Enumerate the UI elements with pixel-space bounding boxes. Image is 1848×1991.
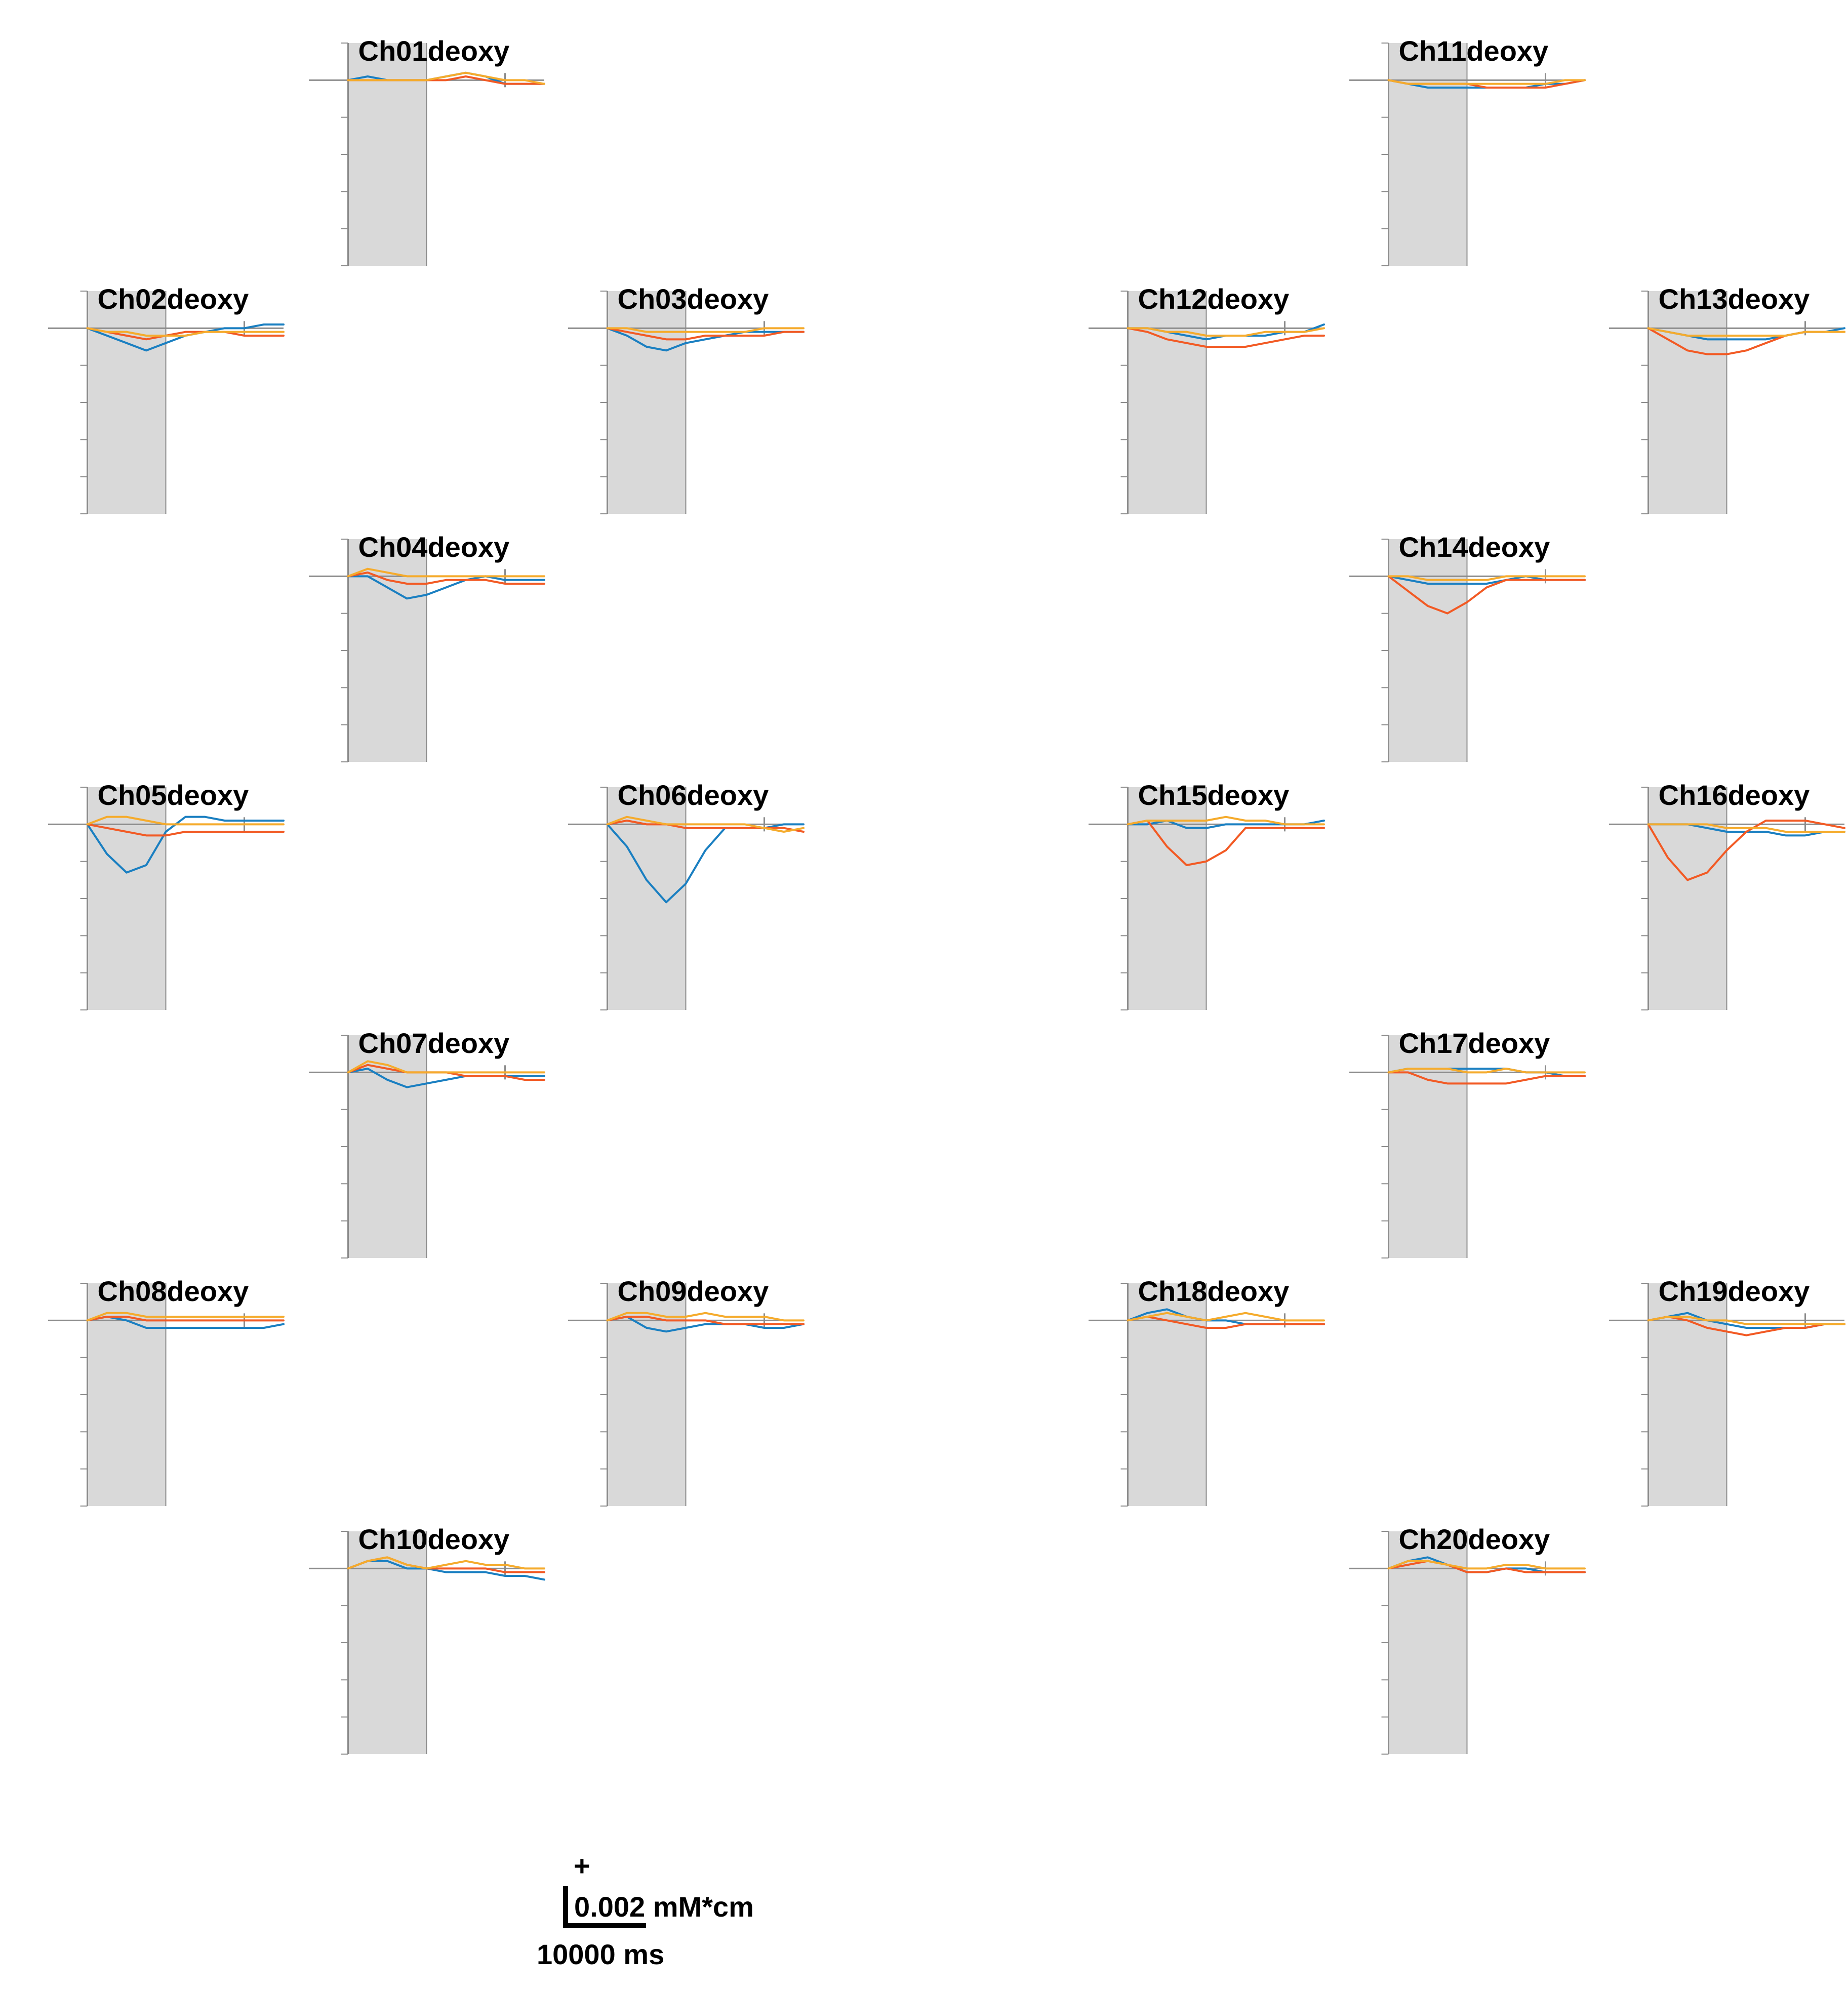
scale-bar-polarity-label: + [574,1850,590,1882]
series-line [606,823,805,904]
series-line [1647,1316,1845,1336]
channel-panel: Ch10deoxy [309,1523,545,1755]
series-line [606,327,805,341]
series-line [86,823,285,837]
series-line [86,1316,285,1322]
series-line [347,567,545,578]
series-line [606,820,805,833]
panel-title: Ch16deoxy [1659,779,1810,811]
panel-title: Ch18deoxy [1138,1275,1290,1307]
series-line [1127,820,1325,866]
series-line [606,1316,805,1325]
series-line [1127,327,1325,337]
series-line [1127,816,1325,826]
channel-panel: Ch17deoxy [1349,1027,1586,1258]
channel-panel: Ch07deoxy [309,1027,545,1258]
series-line [1387,1560,1586,1570]
series-line [347,572,545,585]
channel-panel: Ch11deoxy [1349,35,1586,266]
series-line [1127,1316,1325,1329]
series-line [347,71,545,85]
series-line [1387,575,1586,615]
series-line [606,1316,805,1333]
stimulus-window-shade [1388,539,1467,762]
channel-panel: Ch16deoxy [1609,779,1845,1010]
channel-panel: Ch02deoxy [48,283,285,514]
channel-panel: Ch04deoxy [309,531,545,762]
channel-panel: Ch03deoxy [568,283,805,514]
stimulus-window-shade [607,291,686,514]
panel-title: Ch02deoxy [98,283,249,315]
channel-panel: Ch15deoxy [1089,779,1325,1010]
series-line [347,1068,545,1088]
series-line [1647,820,1845,881]
series-line [1387,1068,1586,1074]
stimulus-window-shade [1388,43,1467,266]
channel-panel: Ch19deoxy [1609,1275,1845,1507]
series-line [606,327,805,352]
series-line [86,1316,285,1329]
stimulus-window-shade [1648,787,1727,1010]
panel-title: Ch15deoxy [1138,779,1290,811]
channel-panel: Ch14deoxy [1349,531,1586,762]
panel-title: Ch17deoxy [1399,1027,1550,1059]
channel-panel: Ch12deoxy [1089,283,1325,514]
series-line [347,1556,545,1570]
channel-panel: Ch06deoxy [568,779,805,1010]
channel-panel: Ch09deoxy [568,1275,805,1507]
scale-bar: + 0.002 mM*cm 10000 ms [537,1850,754,1970]
panel-title: Ch08deoxy [98,1275,249,1307]
panel-title: Ch03deoxy [618,283,769,315]
series-line [347,1060,545,1074]
series-line [1647,327,1845,337]
channel-panel: Ch01deoxy [309,35,545,266]
channel-panel: Ch18deoxy [1089,1275,1325,1507]
series-line [86,327,285,341]
panels-layer: Ch01deoxy Ch02deoxy Ch03deoxy Ch04deoxy Ch05… [48,35,1845,1755]
series-line [606,1312,805,1322]
channel-panel: Ch20deoxy [1349,1523,1586,1755]
series-line [86,327,285,337]
panel-title: Ch10deoxy [358,1523,510,1555]
series-line [86,816,285,874]
panel-title: Ch01deoxy [358,35,510,67]
scale-bar-x-label: 10000 ms [537,1938,664,1970]
scale-bar-y-label: 0.002 mM*cm [574,1891,754,1923]
series-line [1127,327,1325,348]
series-line [606,327,805,333]
channel-panel: Ch08deoxy [48,1275,285,1507]
panel-title: Ch04deoxy [358,531,510,563]
stimulus-window-shade [87,291,166,514]
series-line [347,575,545,600]
panel-title: Ch06deoxy [618,779,769,811]
panel-title: Ch14deoxy [1399,531,1550,563]
panel-title: Ch19deoxy [1659,1275,1810,1307]
series-line [1387,1560,1586,1573]
series-line [1647,1316,1845,1325]
stimulus-window-shade [348,43,427,266]
panel-title: Ch07deoxy [358,1027,510,1059]
series-line [1387,575,1586,581]
series-line [86,816,285,826]
stimulus-window-shade [1648,291,1727,514]
series-line [1387,1071,1586,1085]
stimulus-window-shade [1128,291,1207,514]
channel-panel: Ch05deoxy [48,779,285,1010]
series-line [1647,823,1845,833]
panel-title: Ch11deoxy [1399,35,1549,67]
panel-title: Ch20deoxy [1399,1523,1550,1555]
series-line [606,816,805,833]
series-line [1127,1312,1325,1322]
series-line [1387,79,1586,85]
panel-title: Ch05deoxy [98,779,249,811]
series-line [86,1312,285,1322]
panel-title: Ch09deoxy [618,1275,769,1307]
channel-panel: Ch13deoxy [1609,283,1845,514]
series-line [347,1560,545,1581]
panel-title: Ch13deoxy [1659,283,1810,315]
panel-title: Ch12deoxy [1138,283,1290,315]
